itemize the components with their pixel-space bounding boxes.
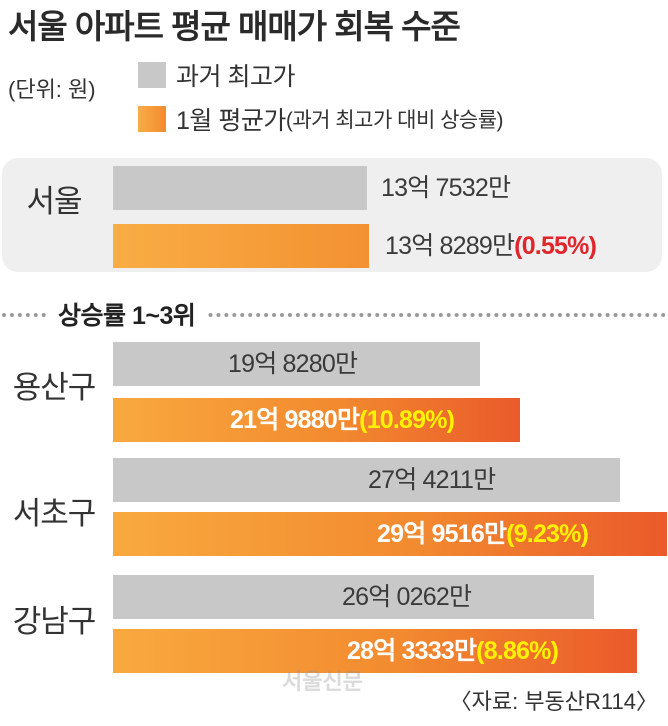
data-label-avg-jan-seoul: 13억 8289만(0.55%): [385, 224, 597, 268]
data-label-avg-jan-value-gangnam: 28억 3333만: [347, 637, 477, 665]
category-label-seocho: 서초구: [12, 496, 97, 531]
section-divider: [2, 313, 666, 317]
data-label-pct-yongsan: (10.89%): [359, 406, 455, 434]
legend-label-avg-jan-note: (과거 최고가 대비 상승률): [285, 109, 504, 132]
bar-avg-jan-yongsan: [113, 398, 520, 442]
data-label-avg-jan-value-seoul: 13억 8289만: [385, 232, 515, 260]
unit-label: (단위: 원): [8, 77, 96, 102]
data-label-avg-jan-value-seocho: 29억 9516만: [377, 520, 507, 548]
data-label-past-high-yongsan: 19억 8280만: [228, 350, 358, 378]
legend-label-past-high: 과거 최고가: [176, 63, 295, 91]
bar-past-high-seocho: [113, 458, 620, 502]
chart-title: 서울 아파트 평균 매매가 회복 수준: [8, 8, 461, 45]
data-label-past-high-seocho: 27억 4211만: [368, 466, 496, 494]
data-label-pct-seoul: (0.55%): [514, 232, 597, 260]
legend-label-avg-jan: 1월 평균가: [176, 107, 286, 135]
data-label-avg-jan-yongsan: 21억 9880만(10.89%): [230, 398, 455, 442]
data-label-past-high-gangnam: 26억 0262만: [342, 583, 472, 611]
legend-swatch-avg-jan: [138, 106, 166, 132]
category-label-yongsan: 용산구: [12, 370, 97, 405]
bar-avg-jan-gangnam: [113, 629, 637, 673]
data-label-pct-gangnam: (8.86%): [476, 637, 559, 665]
bar-past-high-gangnam: [113, 575, 594, 619]
category-label-gangnam: 강남구: [12, 604, 97, 639]
bar-avg-jan-seoul: [113, 224, 369, 268]
source-label: 〈자료: 부동산R114〉: [449, 689, 658, 714]
section-label: 상승률 1~3위: [48, 296, 206, 332]
data-label-avg-jan-gangnam: 28억 3333만(8.86%): [347, 629, 559, 673]
data-label-avg-jan-value-yongsan: 21억 9880만: [230, 406, 360, 434]
data-label-pct-seocho: (9.23%): [506, 520, 589, 548]
data-label-avg-jan-seocho: 29억 9516만(9.23%): [377, 512, 589, 556]
bar-avg-jan-seocho: [113, 512, 667, 556]
bar-past-high-seoul: [113, 166, 367, 210]
watermark: 서울신문: [282, 669, 363, 694]
bar-past-high-yongsan: [113, 342, 480, 386]
legend-item-avg-jan: 1월 평균가 (과거 최고가 대비 상승률): [138, 102, 504, 136]
legend-item-past-high: 과거 최고가: [138, 58, 295, 92]
legend-swatch-past-high: [138, 62, 166, 88]
data-label-past-high-seoul: 13억 7532만: [381, 174, 511, 202]
category-label-seoul: 서울: [26, 184, 82, 219]
